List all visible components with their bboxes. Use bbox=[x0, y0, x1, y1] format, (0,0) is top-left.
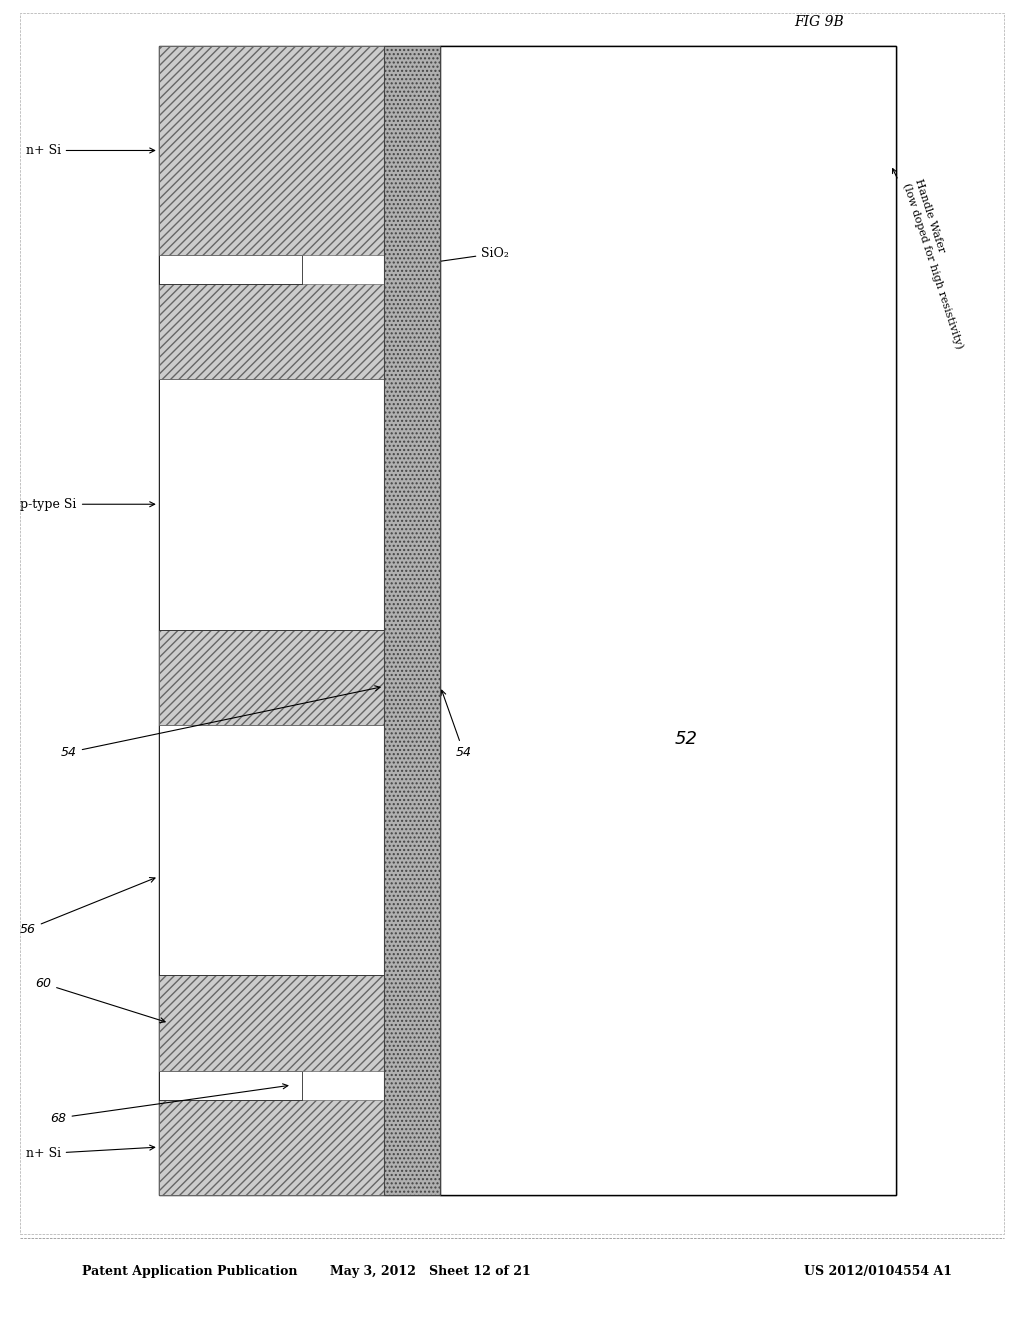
Bar bbox=[159, 46, 896, 1195]
Bar bbox=[159, 46, 384, 255]
Text: 54: 54 bbox=[441, 690, 472, 759]
Text: 56: 56 bbox=[19, 878, 155, 936]
Text: US 2012/0104554 A1: US 2012/0104554 A1 bbox=[804, 1265, 952, 1278]
Text: n+ Si: n+ Si bbox=[26, 144, 155, 157]
Bar bbox=[159, 379, 384, 630]
Text: Handle Wafer
(low doped for high resistivity): Handle Wafer (low doped for high resisti… bbox=[893, 169, 976, 350]
Bar bbox=[440, 46, 896, 1195]
Bar bbox=[159, 255, 302, 284]
Bar bbox=[159, 630, 384, 725]
Bar bbox=[159, 284, 384, 379]
Text: May 3, 2012   Sheet 12 of 21: May 3, 2012 Sheet 12 of 21 bbox=[330, 1265, 530, 1278]
Text: 54: 54 bbox=[60, 686, 380, 759]
Bar bbox=[159, 975, 384, 1071]
Text: n+ Si: n+ Si bbox=[26, 1144, 155, 1160]
Text: Patent Application Publication: Patent Application Publication bbox=[82, 1265, 297, 1278]
Bar bbox=[159, 1071, 302, 1100]
Text: FIG 9B: FIG 9B bbox=[795, 15, 844, 29]
Text: 68: 68 bbox=[50, 1084, 288, 1125]
Text: p-type Si: p-type Si bbox=[20, 498, 155, 511]
Bar bbox=[159, 1100, 384, 1195]
Text: 52: 52 bbox=[675, 730, 697, 748]
Text: 60: 60 bbox=[35, 977, 165, 1023]
Text: SiO₂: SiO₂ bbox=[388, 247, 509, 271]
Bar bbox=[384, 46, 440, 1195]
Bar bbox=[159, 725, 384, 975]
